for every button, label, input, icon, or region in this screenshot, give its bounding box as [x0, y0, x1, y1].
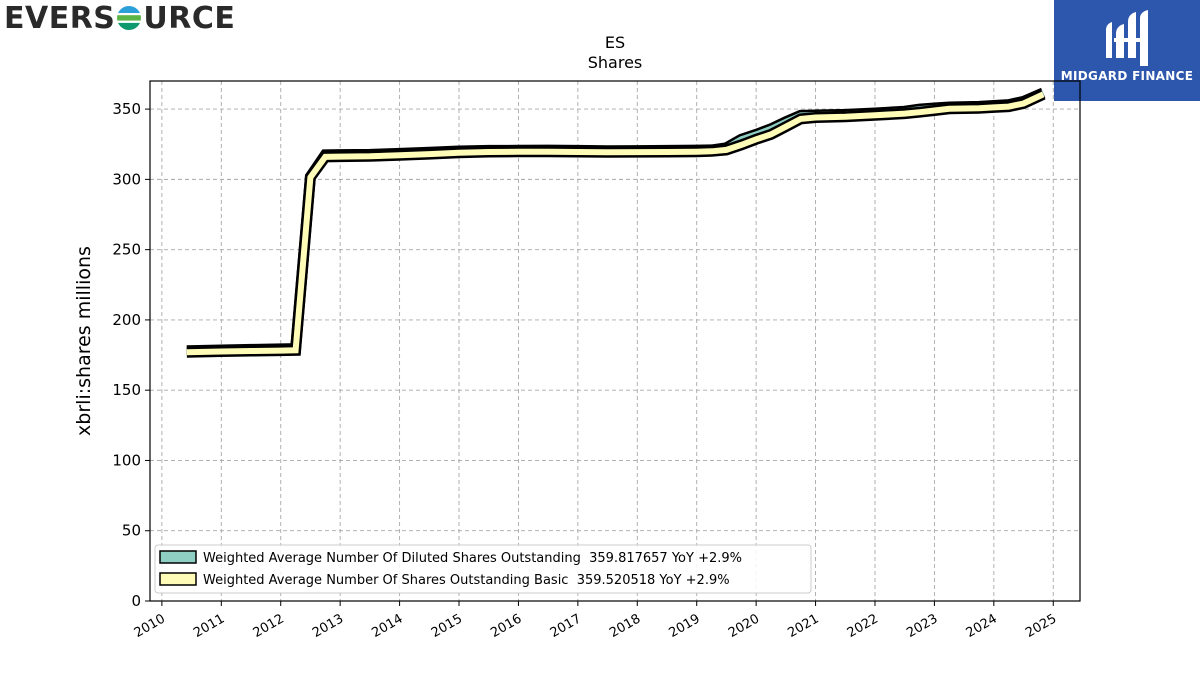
x-tick-label: 2011: [191, 611, 227, 641]
x-tick-label: 2019: [667, 611, 703, 641]
x-tick-label: 2021: [785, 611, 821, 641]
eversource-logo: EVERS URCE: [4, 0, 235, 36]
x-tick-label: 2010: [132, 611, 168, 641]
x-tick-label: 2024: [964, 611, 1000, 641]
x-tick-label: 2015: [429, 611, 465, 641]
x-tick-label: 2022: [845, 611, 881, 641]
series-outline-1: [186, 89, 1046, 358]
x-tick-label: 2018: [607, 611, 643, 641]
x-tick-label: 2013: [310, 611, 346, 641]
x-tick-label: 2016: [488, 611, 524, 641]
chart-subtitle: Shares: [588, 53, 643, 72]
x-tick-label: 2017: [548, 611, 584, 641]
legend-label-basic: Weighted Average Number Of Shares Outsta…: [203, 573, 730, 588]
y-axis-label: xbrli:shares millions: [73, 246, 95, 436]
y-tick-label: 150: [112, 381, 141, 399]
midgard-finance-wordmark: MIDGARD FINANCE: [1060, 69, 1194, 83]
y-axis: 0 50 100 150 200 250 300 350: [112, 100, 150, 610]
midgard-finance-logo: MIDGARD FINANCE: [1054, 0, 1200, 101]
x-tick-label: 2012: [251, 611, 287, 641]
x-tick-label: 2020: [726, 611, 762, 641]
x-tick-label: 2014: [369, 611, 405, 641]
y-tick-label: 50: [122, 522, 141, 540]
legend: Weighted Average Number Of Diluted Share…: [154, 544, 812, 594]
y-tick-label: 300: [112, 170, 141, 188]
legend-swatch-basic: [159, 572, 197, 586]
series-outline-0: [186, 87, 1046, 357]
series-line-1: [186, 91, 1045, 356]
y-tick-label: 200: [112, 311, 141, 329]
y-tick-label: 100: [112, 451, 141, 469]
grid: [150, 81, 1080, 602]
x-axis: 2010 2011 2012 2013 2014 2015 2016 2017 2018 2019…: [132, 601, 1059, 641]
plot-frame: [149, 80, 1081, 602]
y-tick-label: 350: [112, 100, 141, 118]
x-tick-label: 2023: [904, 611, 940, 641]
y-tick-label: 0: [131, 592, 141, 610]
legend-label-diluted: Weighted Average Number Of Diluted Share…: [203, 551, 742, 566]
midgard-monogram-icon: [1106, 10, 1148, 66]
legend-swatch-diluted: [159, 550, 197, 564]
eversource-o-mark-icon: [117, 6, 142, 30]
series-layer: [186, 87, 1046, 358]
chart-title: ES: [605, 33, 625, 52]
eversource-logo-text-a: EVERS: [4, 0, 116, 36]
x-tick-label: 2025: [1023, 611, 1059, 641]
eversource-logo-text-b: URCE: [143, 0, 236, 36]
series-line-0: [186, 90, 1045, 354]
legend-box: [154, 544, 812, 594]
y-tick-label: 250: [112, 241, 141, 259]
